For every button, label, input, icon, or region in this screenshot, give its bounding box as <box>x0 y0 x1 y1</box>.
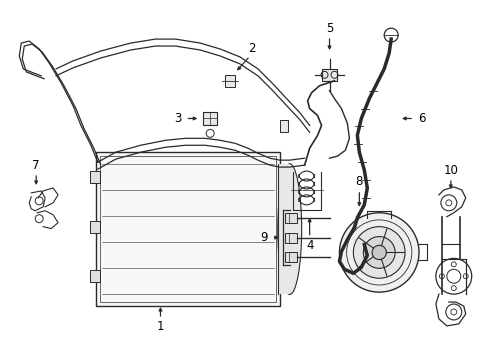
Bar <box>284 213 296 223</box>
Text: 8: 8 <box>355 175 362 189</box>
Text: 4: 4 <box>305 239 313 252</box>
Text: 5: 5 <box>325 22 332 35</box>
Ellipse shape <box>277 164 301 294</box>
Bar <box>284 252 296 262</box>
Bar <box>284 233 296 243</box>
Bar <box>321 69 337 81</box>
Circle shape <box>339 213 418 292</box>
Text: 1: 1 <box>157 320 164 333</box>
Text: 2: 2 <box>248 41 255 54</box>
Bar <box>90 221 100 233</box>
Bar <box>96 152 279 306</box>
Bar <box>100 156 275 302</box>
Circle shape <box>371 245 386 260</box>
Bar <box>90 270 100 282</box>
Text: 3: 3 <box>173 112 181 125</box>
Text: 9: 9 <box>260 231 267 244</box>
Bar <box>203 112 217 125</box>
Text: 10: 10 <box>443 163 457 176</box>
Bar <box>279 121 287 132</box>
Circle shape <box>363 237 394 268</box>
Bar <box>277 164 289 294</box>
Bar <box>224 75 235 87</box>
Circle shape <box>353 227 404 278</box>
Text: 7: 7 <box>32 159 40 172</box>
Bar <box>90 171 100 183</box>
Text: 6: 6 <box>417 112 425 125</box>
